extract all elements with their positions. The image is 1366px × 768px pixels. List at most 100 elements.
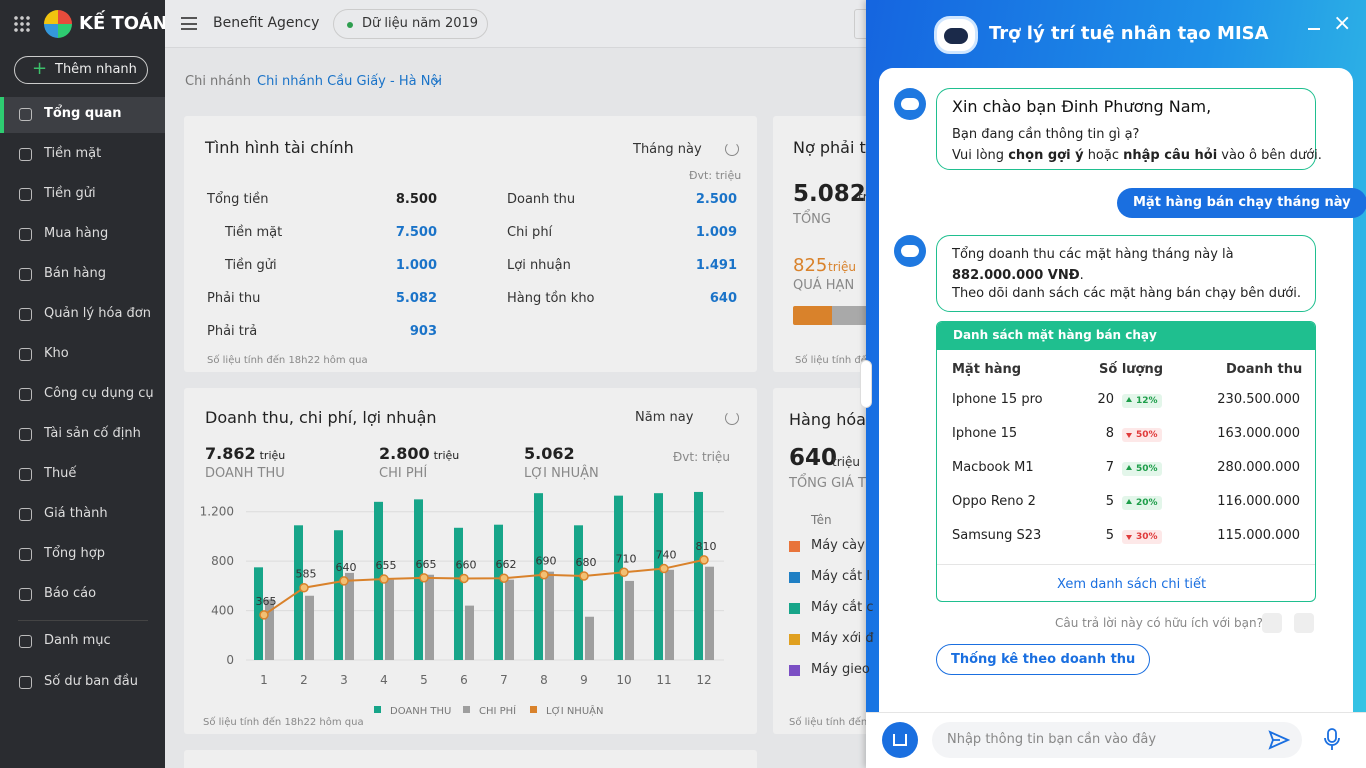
menu-icon: [19, 548, 32, 561]
summary-unit: triệu: [433, 449, 460, 462]
finance-note: Số liệu tính đến 18h22 hôm qua: [207, 355, 368, 366]
bar: [454, 527, 463, 660]
menu-item[interactable]: Công cụ dụng cụ: [44, 386, 154, 401]
data-label: 665: [416, 558, 437, 571]
finance-value: 2.500: [695, 192, 737, 207]
quick-add-button[interactable]: + Thêm nhanh: [14, 56, 148, 84]
home-button[interactable]: [882, 722, 918, 758]
data-label: 660: [456, 558, 477, 571]
menu-item[interactable]: Tài sản cố định: [44, 426, 141, 441]
suggestion-button[interactable]: Thống kê theo doanh thu: [936, 644, 1151, 675]
feedback-question: Câu trả lời này có hữu ích với bạn?: [1055, 616, 1263, 630]
menu-item[interactable]: Mua hàng: [44, 226, 109, 241]
menu-icon: [19, 108, 32, 121]
menu-item[interactable]: Tổng quan: [44, 106, 122, 121]
menu-item[interactable]: Giá thành: [44, 506, 108, 521]
data-label: 365: [256, 595, 277, 608]
answer-part: Tổng doanh thu các mặt hàng tháng này là: [952, 247, 1234, 262]
menu-icon: [19, 468, 32, 481]
menu-icon: [19, 268, 32, 281]
minimize-button[interactable]: [1308, 28, 1320, 30]
item-name: Oppo Reno 2: [952, 494, 1036, 509]
summary-number: 7.862: [205, 444, 256, 463]
company-name[interactable]: Benefit Agency: [213, 15, 320, 31]
finance-label: Tiền mặt: [225, 225, 283, 240]
menu-item[interactable]: Kho: [44, 346, 69, 361]
finance-value: 7.500: [395, 225, 437, 240]
revenue-unit: Đvt: triệu: [673, 450, 730, 464]
scroll-handle[interactable]: [860, 360, 872, 408]
menu-toggle[interactable]: [181, 17, 197, 30]
summary-label: LỢI NHUẬN: [524, 466, 599, 481]
item-change: 50%: [1122, 462, 1162, 476]
debt-overdue: 825: [793, 255, 828, 276]
revenue-note: Số liệu tính đến 18h22 hôm qua: [203, 717, 364, 728]
finance-label: Hàng tồn kho: [507, 291, 595, 306]
goods-swatch: [789, 634, 800, 645]
finance-period[interactable]: Tháng này: [633, 142, 702, 157]
bot-avatar-small: [894, 88, 926, 120]
item-revenue: 163.000.000: [1217, 426, 1300, 441]
column-header: Số lượng: [1099, 362, 1164, 377]
mic-icon: [1327, 728, 1337, 743]
menu-icon: [19, 635, 32, 648]
menu-item[interactable]: Tiền mặt: [44, 146, 102, 161]
x-tick-label: 3: [340, 673, 348, 687]
bar: [614, 495, 623, 660]
detail-link[interactable]: Xem danh sách chi tiết: [1057, 577, 1207, 592]
revenue-period[interactable]: Năm nay: [635, 410, 694, 425]
line-point: [259, 610, 269, 620]
bot-face: [901, 245, 919, 257]
bar: [585, 616, 594, 660]
status-dot: [347, 22, 353, 28]
greeting-question: Bạn đang cần thông tin gì ạ?: [952, 127, 1140, 142]
thumb-up[interactable]: [1262, 613, 1282, 633]
apps-icon[interactable]: [13, 15, 30, 32]
menu-item[interactable]: Bán hàng: [44, 266, 106, 281]
finance-value: 903: [409, 324, 437, 339]
refresh-icon[interactable]: [725, 142, 739, 156]
line-point: [499, 573, 509, 583]
item-change: 50%: [1122, 428, 1162, 442]
goods-name: Máy cắt c: [811, 600, 874, 615]
bar: [385, 579, 394, 660]
menu-item[interactable]: Báo cáo: [44, 586, 97, 601]
goods-note: Số liệu tính đến: [789, 717, 868, 728]
line-point: [299, 582, 309, 593]
x-tick-label: 5: [420, 673, 428, 687]
greeting-text: Xin chào bạn Đinh Phương Nam,: [952, 97, 1212, 116]
menu-item[interactable]: Thuế: [44, 466, 77, 481]
trend-up: [1126, 397, 1132, 402]
refresh-icon[interactable]: [725, 411, 739, 425]
active-item-bg: [0, 97, 165, 133]
legend-swatch: [374, 706, 381, 713]
bar: [625, 580, 634, 660]
debt-bar-overdue: [793, 306, 832, 325]
menu-icon: [19, 148, 32, 161]
menu-item[interactable]: Số dư ban đầu: [44, 674, 139, 689]
x-tick-label: 7: [500, 673, 508, 687]
menu-item[interactable]: Tổng hợp: [44, 546, 105, 561]
close-button[interactable]: ×: [1333, 11, 1352, 36]
send-button[interactable]: [1268, 729, 1290, 751]
menu-item[interactable]: Quản lý hóa đơn: [44, 306, 151, 321]
legend-label: CHI PHÍ: [479, 704, 516, 717]
branch-select[interactable]: Chi nhánh Cầu Giấy - Hà Nội: [257, 74, 442, 89]
greeting-bubble: [936, 88, 1316, 170]
instruction-part: chọn gợi ý: [1008, 148, 1084, 163]
mic-button[interactable]: [1323, 728, 1341, 752]
logo-mark: [44, 10, 72, 38]
menu-item[interactable]: Tiền gửi: [44, 186, 96, 201]
x-tick-label: 9: [580, 673, 588, 687]
x-tick-label: 6: [460, 673, 468, 687]
goods-name: Máy cắt l: [811, 569, 870, 584]
thumb-down[interactable]: [1294, 613, 1314, 633]
menu-item[interactable]: Danh mục: [44, 633, 111, 648]
menu-icon: [19, 188, 32, 201]
chat-input[interactable]: [932, 722, 1302, 758]
goods-total-label: TỔNG GIÁ TR: [789, 476, 876, 491]
menu-icon: [19, 588, 32, 601]
data-year-pill[interactable]: Dữ liệu năm 2019: [333, 9, 488, 39]
debt-title: Nợ phải t: [793, 138, 866, 157]
goods-title: Hàng hóa: [789, 410, 866, 429]
